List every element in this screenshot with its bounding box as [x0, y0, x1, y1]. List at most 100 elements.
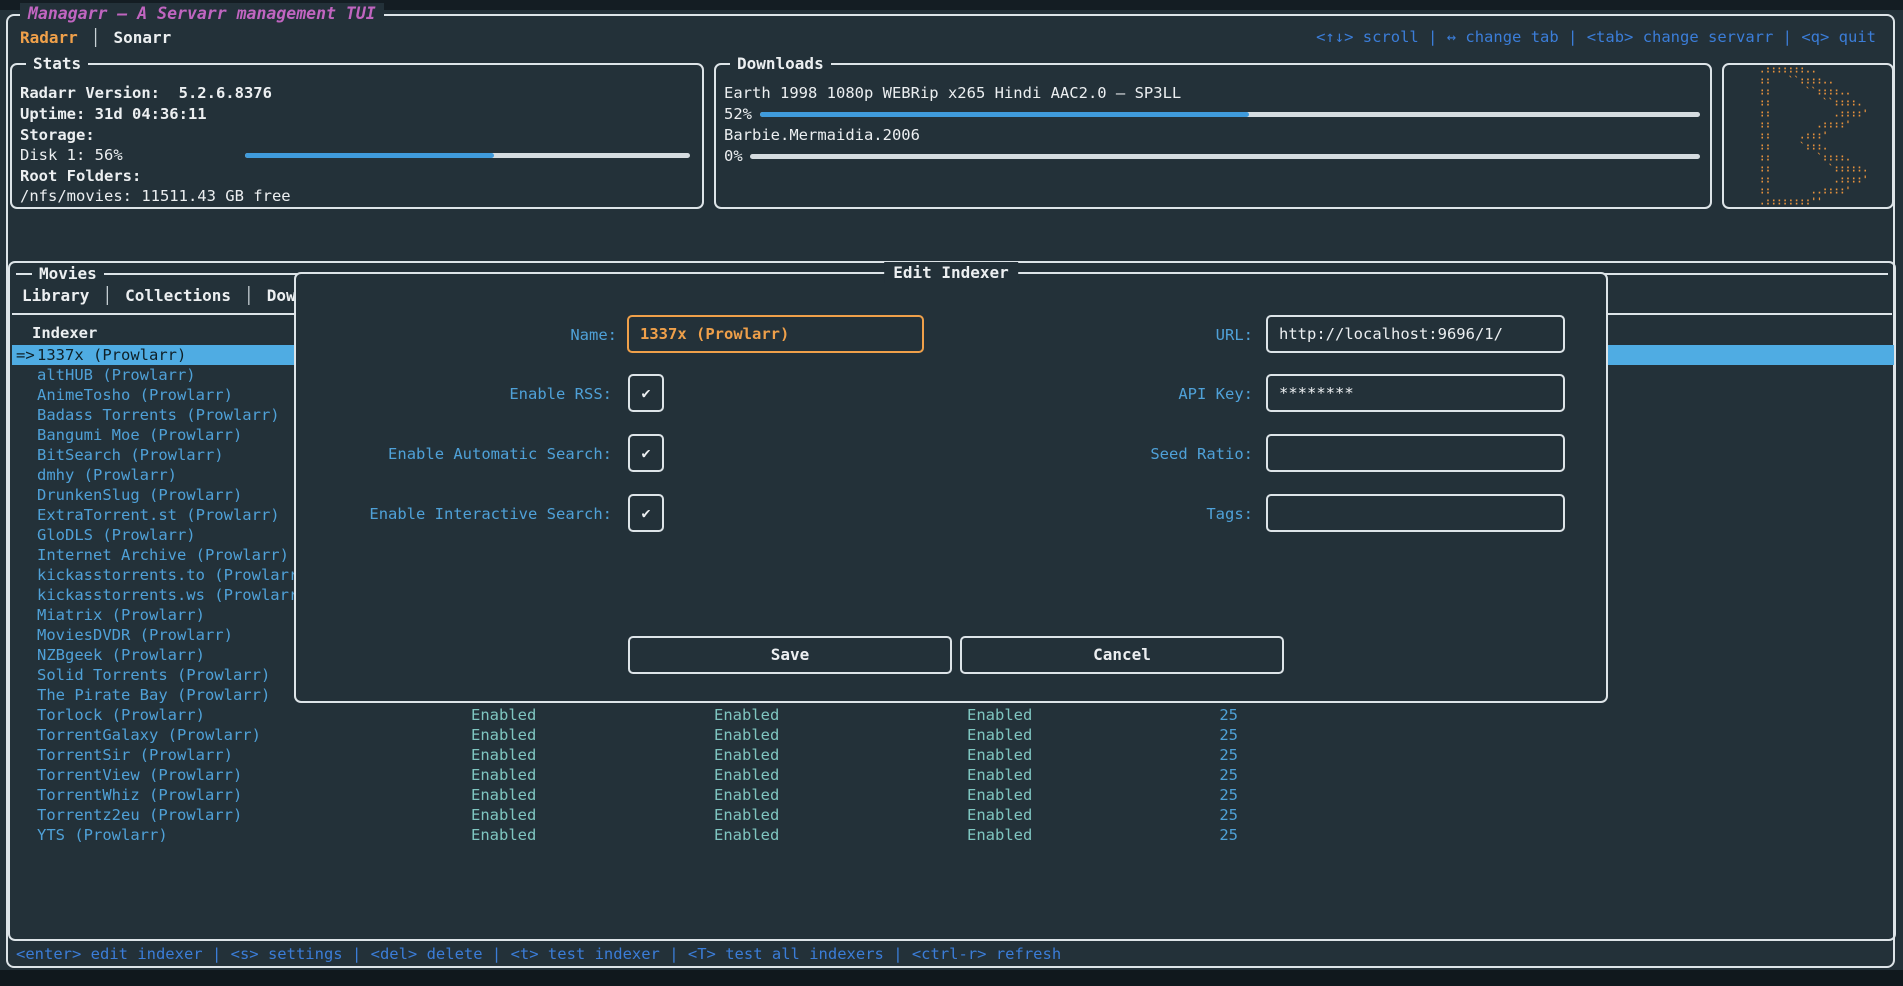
- table-row[interactable]: YTS (Prowlarr) Enabled Enabled Enabled 25: [12, 825, 1894, 845]
- enable-rss-checkbox[interactable]: ✔: [628, 374, 664, 412]
- interactive-search-cell: Enabled: [967, 826, 1033, 844]
- table-row[interactable]: TorrentWhiz (Prowlarr) Enabled Enabled Enab…: [12, 785, 1894, 805]
- top-strip: [0, 0, 1903, 10]
- table-row[interactable]: TorrentGalaxy (Prowlarr) Enabled Enabled En…: [12, 725, 1894, 745]
- downloads-panel-title: Downloads: [730, 53, 831, 74]
- automatic-search-cell: Enabled: [714, 786, 780, 804]
- download-progress-bar: [760, 112, 1700, 117]
- save-button[interactable]: Save: [628, 636, 952, 674]
- storage-label: Storage:: [20, 126, 95, 144]
- automatic-search-cell: Enabled: [714, 706, 780, 724]
- automatic-search-cell: Enabled: [714, 806, 780, 824]
- disk-usage-label: Disk 1: 56%: [20, 146, 123, 164]
- interactive-search-cell: Enabled: [967, 706, 1033, 724]
- servarr-tabs: Radarr │ Sonarr: [20, 27, 171, 48]
- download-item-title: Earth 1998 1080p WEBRip x265 Hindi AAC2.…: [724, 84, 1182, 102]
- enable-interactive-search-checkbox[interactable]: ✔: [628, 494, 664, 532]
- indexer-column-header: Indexer: [32, 324, 98, 342]
- indexer-name: AnimeTosho (Prowlarr): [37, 386, 233, 404]
- indexer-name: Badass Torrents (Prowlarr): [37, 406, 280, 424]
- table-row[interactable]: TorrentView (Prowlarr) Enabled Enabled Enab…: [12, 765, 1894, 785]
- table-row[interactable]: Torlock (Prowlarr) Enabled Enabled Enabled 2…: [12, 705, 1894, 725]
- bottom-keybind-help: <enter> edit indexer | <s> settings | <d…: [16, 945, 1062, 963]
- name-field-label: Name:: [570, 326, 617, 344]
- url-input[interactable]: http://localhost:9696/1/: [1266, 315, 1565, 353]
- indexer-name: kickasstorrents.to (Prowlarr): [37, 566, 308, 584]
- indexer-name: Internet Archive (Prowlarr): [37, 546, 289, 564]
- movies-panel-title: Movies: [32, 264, 104, 284]
- checkmark-icon: ✔: [641, 384, 651, 402]
- tab-radarr[interactable]: Radarr: [20, 28, 78, 47]
- tab-separator: │: [244, 286, 254, 305]
- radarr-version: Radarr Version: 5.2.6.8376: [20, 84, 272, 102]
- tab-sonarr[interactable]: Sonarr: [113, 28, 172, 47]
- indexer-name: dmhy (Prowlarr): [37, 466, 177, 484]
- automatic-search-cell: Enabled: [714, 826, 780, 844]
- tags-input[interactable]: [1266, 494, 1565, 532]
- indexer-name: The Pirate Bay (Prowlarr): [37, 686, 271, 704]
- seed-ratio-input[interactable]: [1266, 434, 1565, 472]
- automatic-search-cell: Enabled: [714, 766, 780, 784]
- cancel-button[interactable]: Cancel: [960, 636, 1284, 674]
- name-input[interactable]: 1337x (Prowlarr): [627, 315, 924, 353]
- rss-cell: Enabled: [471, 826, 537, 844]
- indexer-name: ExtraTorrent.st (Prowlarr): [37, 506, 280, 524]
- disk-usage-bar: [245, 153, 690, 158]
- enable-automatic-search-checkbox[interactable]: ✔: [628, 434, 664, 472]
- indexer-name: NZBgeek (Prowlarr): [37, 646, 205, 664]
- download-item-title: Barbie.Mermaidia.2006: [724, 126, 920, 144]
- tab-separator: │: [102, 286, 113, 305]
- indexer-name: YTS (Prowlarr): [37, 826, 168, 844]
- app-title: Managarr – A Servarr management TUI: [20, 3, 384, 25]
- indexer-name: Bangumi Moe (Prowlarr): [37, 426, 243, 444]
- indexer-name: BitSearch (Prowlarr): [37, 446, 224, 464]
- indexer-name: Torlock (Prowlarr): [37, 706, 205, 724]
- movies-tabs: Library │ Collections │ Downlo: [22, 285, 324, 306]
- rss-cell: Enabled: [471, 706, 537, 724]
- indexer-name: TorrentGalaxy (Prowlarr): [37, 726, 261, 744]
- tab-library[interactable]: Library: [22, 286, 90, 305]
- indexer-name: TorrentWhiz (Prowlarr): [37, 786, 243, 804]
- priority-cell: 25: [1219, 746, 1238, 764]
- rss-cell: Enabled: [471, 746, 537, 764]
- url-field-label: URL:: [1215, 326, 1253, 344]
- indexer-name: TorrentSir (Prowlarr): [37, 746, 233, 764]
- enable-rss-label: Enable RSS:: [509, 385, 612, 403]
- priority-cell: 25: [1219, 786, 1238, 804]
- interactive-search-cell: Enabled: [967, 746, 1033, 764]
- downloads-panel: Downloads Earth 1998 1080p WEBRip x265 H…: [714, 53, 1712, 209]
- indexer-name: MoviesDVDR (Prowlarr): [37, 626, 233, 644]
- seed-ratio-label: Seed Ratio:: [1150, 445, 1253, 463]
- indexer-name: 1337x (Prowlarr): [37, 346, 187, 364]
- tags-label: Tags:: [1206, 505, 1253, 523]
- tab-collections[interactable]: Collections: [125, 286, 232, 305]
- interactive-search-cell: Enabled: [967, 786, 1033, 804]
- rss-cell: Enabled: [471, 806, 537, 824]
- edit-indexer-modal-title: Edit Indexer: [884, 262, 1018, 283]
- rss-cell: Enabled: [471, 726, 537, 744]
- priority-cell: 25: [1219, 766, 1238, 784]
- table-row[interactable]: Torrentz2eu (Prowlarr) Enabled Enabled Enab…: [12, 805, 1894, 825]
- table-row[interactable]: TorrentSir (Prowlarr) Enabled Enabled Enabl…: [12, 745, 1894, 765]
- indexer-name: altHUB (Prowlarr): [37, 366, 196, 384]
- indexer-name: TorrentView (Prowlarr): [37, 766, 243, 784]
- priority-cell: 25: [1219, 826, 1238, 844]
- indexer-name: GloDLS (Prowlarr): [37, 526, 196, 544]
- priority-cell: 25: [1219, 726, 1238, 744]
- indexer-name: DrunkenSlug (Prowlarr): [37, 486, 243, 504]
- interactive-search-cell: Enabled: [967, 726, 1033, 744]
- top-keybind-help: <↑↓> scroll | ↔ change tab | <tab> chang…: [1316, 28, 1876, 46]
- edit-indexer-modal: Edit Indexer Name: 1337x (Prowlarr) URL:…: [294, 262, 1608, 703]
- enable-automatic-search-label: Enable Automatic Search:: [388, 445, 612, 463]
- automatic-search-cell: Enabled: [714, 726, 780, 744]
- root-folders-label: Root Folders:: [20, 167, 142, 185]
- stats-panel: Stats Radarr Version: 5.2.6.8376 Uptime:…: [10, 53, 704, 209]
- api-key-input[interactable]: ********: [1266, 374, 1565, 412]
- priority-cell: 25: [1219, 706, 1238, 724]
- logo-panel: .:::::::.. :: ``::::.. :: ``::::.. :: ``…: [1722, 63, 1894, 209]
- disk-usage-bar-fill: [245, 153, 495, 158]
- download-progress-fill: [760, 112, 1249, 117]
- download-progress-bar: [750, 154, 1700, 159]
- indexer-name: Solid Torrents (Prowlarr): [37, 666, 271, 684]
